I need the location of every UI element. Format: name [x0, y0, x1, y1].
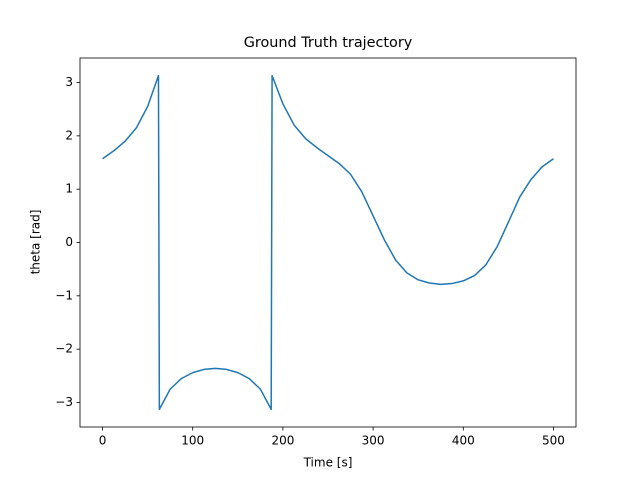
chart-title: Ground Truth trajectory: [244, 35, 413, 51]
x-tick-label: 500: [542, 434, 565, 448]
x-tick-label: 100: [181, 434, 204, 448]
axes-frame: [79, 57, 577, 428]
y-tick-label: 3: [65, 75, 73, 89]
x-tick-label: 400: [452, 434, 475, 448]
x-tick-label: 300: [362, 434, 385, 448]
y-tick-label: −3: [55, 395, 73, 409]
y-tick-label: 1: [65, 182, 73, 196]
y-tick-label: −1: [55, 288, 73, 302]
x-tick-label: 200: [271, 434, 294, 448]
y-tick-label: 2: [65, 128, 73, 142]
x-tick-label: 0: [99, 434, 107, 448]
y-axis-label: theta [rad]: [29, 210, 43, 275]
y-tick-label: 0: [65, 235, 73, 249]
x-axis-label: Time [s]: [303, 456, 353, 470]
data-line: [102, 74, 554, 411]
y-tick-label: −2: [55, 342, 73, 356]
